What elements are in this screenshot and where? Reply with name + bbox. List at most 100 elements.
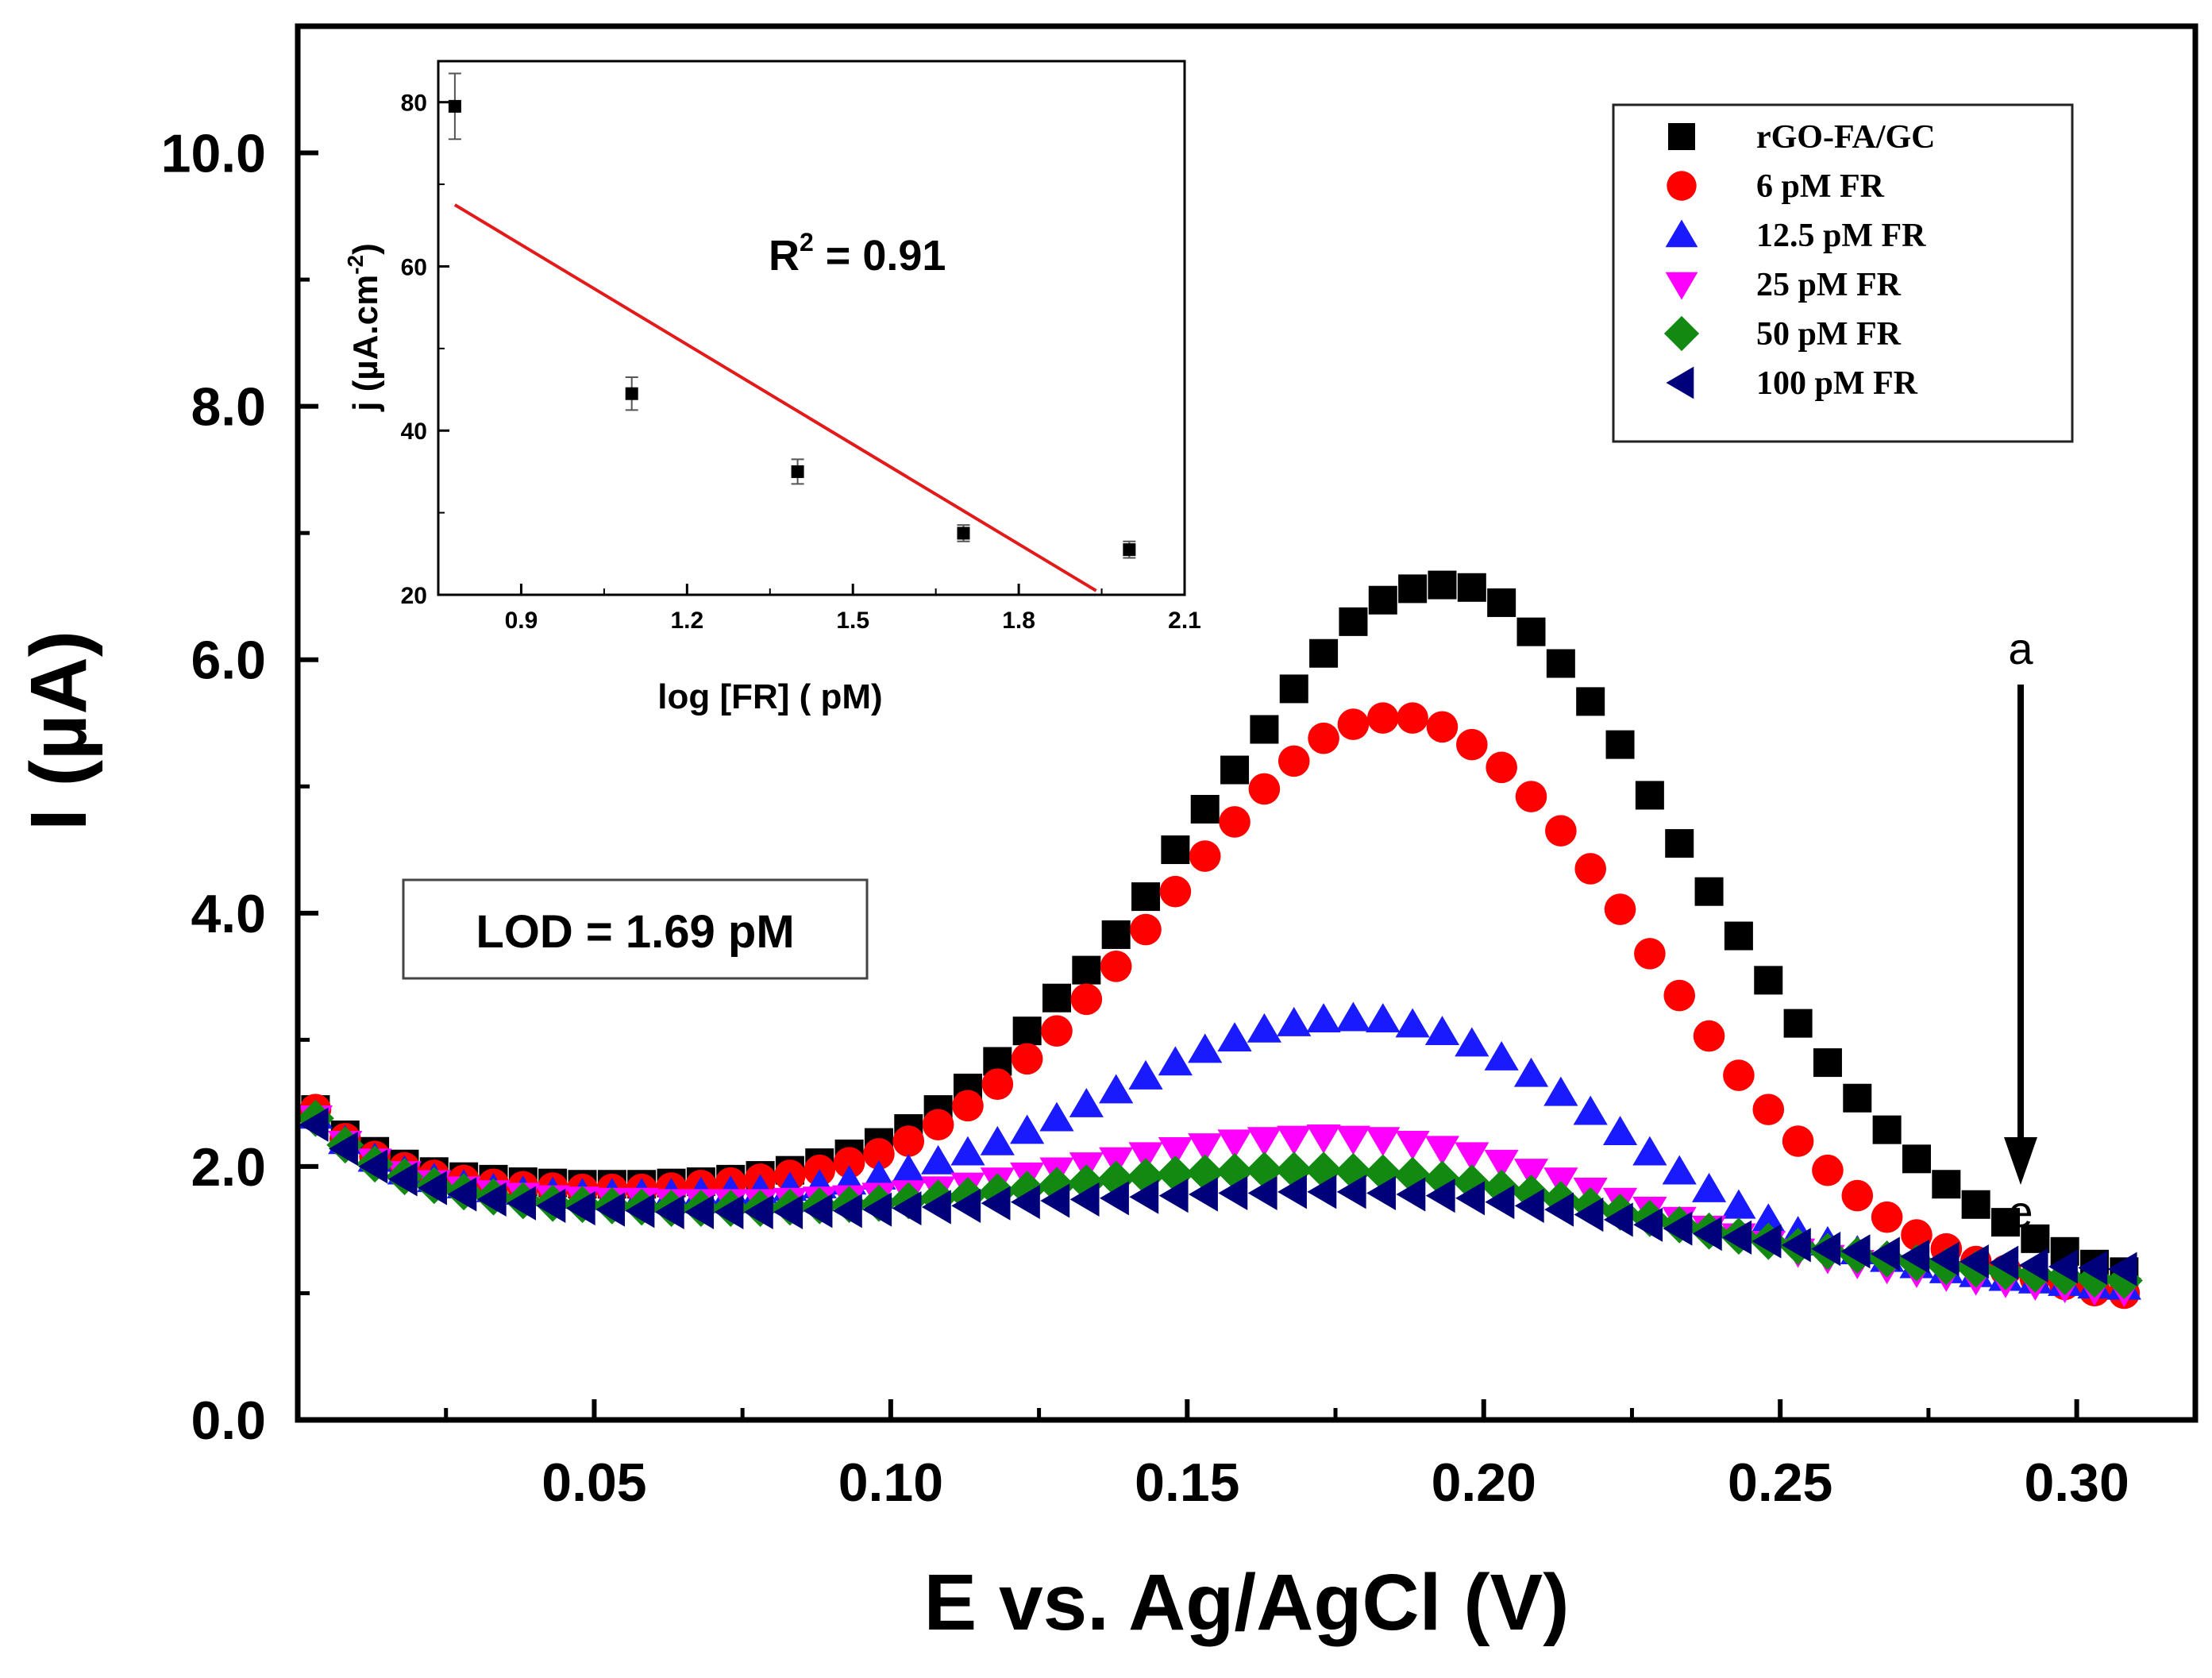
- data-point: [1782, 1125, 1814, 1157]
- y-tick-label: 4.0: [191, 884, 266, 944]
- data-point: [2048, 1249, 2078, 1284]
- data-point: [1158, 1046, 1193, 1076]
- data-point: [1573, 1095, 1608, 1125]
- data-point: [1277, 1175, 1307, 1209]
- data-point: [1635, 781, 1664, 810]
- data-point: [1692, 1216, 1722, 1252]
- data-point: [299, 1107, 329, 1142]
- x-tick-label: 0.15: [1135, 1452, 1239, 1513]
- legend-item-100-pm-fr: 100 pM FR: [1666, 365, 1918, 402]
- inset-data-point: [448, 99, 461, 113]
- inset-data-point: [1123, 543, 1136, 557]
- x-tick-label: 0.25: [1728, 1452, 1832, 1513]
- data-point: [1841, 1179, 1874, 1212]
- legend-marker: [1668, 123, 1695, 150]
- inset-point-group: [448, 72, 461, 141]
- trend-arrow: a e: [2004, 623, 2037, 1236]
- data-point: [1337, 708, 1370, 740]
- data-point: [1424, 1016, 1460, 1045]
- lod-annotation: LOD = 1.69 pM: [402, 878, 869, 980]
- data-point: [1040, 1183, 1070, 1218]
- data-point: [1843, 1083, 1872, 1113]
- legend: rGO-FA/GC 6 pM FR 12.5 pM FR 25 pM FR 50 pM …: [1612, 103, 2074, 443]
- data-point: [1576, 687, 1605, 716]
- data-point: [1277, 745, 1310, 777]
- data-point: [1128, 1059, 1163, 1090]
- data-point: [1811, 1232, 1841, 1267]
- data-point: [1514, 1188, 1544, 1223]
- data-point: [358, 1149, 388, 1184]
- data-point: [1991, 1208, 2020, 1237]
- data-point: [507, 1186, 537, 1221]
- inset-content: [448, 72, 1136, 592]
- data-point: [1188, 1033, 1223, 1063]
- legend-marker: [1663, 315, 1700, 352]
- data-point: [1247, 1013, 1282, 1043]
- inset-x-tick-label: 1.2: [670, 608, 703, 634]
- x-tick-label: 0.30: [2024, 1452, 2129, 1513]
- data-point: [1929, 1241, 1960, 1276]
- data-point: [1455, 1181, 1486, 1216]
- data-point: [1308, 722, 1339, 754]
- data-point: [536, 1188, 566, 1223]
- legend-label: 100 pM FR: [1756, 365, 1918, 402]
- main-markers: [297, 570, 2143, 1310]
- y-tick-label: 0.0: [191, 1391, 266, 1451]
- inset-axis-ticks: 0.9 1.2 1.5 1.8 2.1 20 40 60 80: [401, 91, 1201, 634]
- data-point: [952, 1090, 984, 1122]
- data-point: [1395, 1008, 1430, 1038]
- legend-item-12-5-pm-fr: 12.5 pM FR: [1665, 218, 1926, 254]
- data-point: [1130, 913, 1162, 946]
- data-point: [476, 1182, 507, 1217]
- inset-data-point: [957, 527, 970, 540]
- data-point: [1010, 1114, 1045, 1144]
- legend-label: 12.5 pM FR: [1756, 218, 1926, 254]
- data-point: [1813, 1048, 1842, 1078]
- data-point: [1662, 1155, 1697, 1185]
- data-point: [1336, 1175, 1366, 1209]
- data-point: [1694, 877, 1724, 906]
- arrow-end-label: e: [2008, 1186, 2033, 1236]
- data-point: [1632, 1136, 1667, 1166]
- data-point: [950, 1136, 985, 1166]
- legend-marker: [1667, 171, 1697, 201]
- data-point: [1425, 1178, 1455, 1213]
- data-point: [1513, 1159, 1549, 1188]
- legend-item-6-pm-fr: 6 pM FR: [1667, 168, 1885, 205]
- legend-items: rGO-FA/GC 6 pM FR 12.5 pM FR 25 pM FR 50 pM …: [1663, 119, 1936, 402]
- data-point: [1247, 1127, 1282, 1157]
- data-point: [1395, 1130, 1430, 1160]
- legend-marker: [1665, 219, 1698, 248]
- data-point: [891, 1153, 926, 1183]
- data-point: [654, 1194, 684, 1229]
- data-point: [1247, 1175, 1277, 1211]
- r-squared-r: R: [769, 232, 800, 280]
- inset-point-group: [957, 524, 970, 542]
- inset-point-group: [625, 376, 638, 411]
- data-point: [1783, 1009, 1813, 1038]
- data-point: [1751, 1203, 1786, 1233]
- data-point: [1723, 1059, 1755, 1091]
- data-point: [1604, 893, 1636, 925]
- data-point: [1663, 979, 1696, 1012]
- data-point: [565, 1190, 595, 1226]
- data-point: [329, 1131, 358, 1167]
- r-squared-sup: 2: [800, 228, 814, 257]
- series-100-pm-fr: [299, 1107, 2137, 1286]
- data-point: [1398, 574, 1428, 604]
- data-point: [1189, 840, 1221, 872]
- data-point: [1306, 1124, 1341, 1154]
- data-point: [1072, 955, 1101, 985]
- data-point: [951, 1188, 981, 1223]
- data-point: [1546, 649, 1575, 678]
- arrow-start-label: a: [2008, 623, 2033, 673]
- main-plot: 0.05 0.10 0.15 0.20 0.25 0.30 0.0 2.0 4.0 6.0 8.0 1…: [14, 23, 2199, 1647]
- data-point: [1277, 1125, 1312, 1155]
- inset-point-group: [791, 458, 804, 485]
- data-point: [2078, 1250, 2108, 1286]
- data-point: [921, 1144, 956, 1175]
- data-point: [892, 1125, 925, 1157]
- legend-label: 6 pM FR: [1756, 168, 1885, 205]
- data-point: [1100, 951, 1132, 982]
